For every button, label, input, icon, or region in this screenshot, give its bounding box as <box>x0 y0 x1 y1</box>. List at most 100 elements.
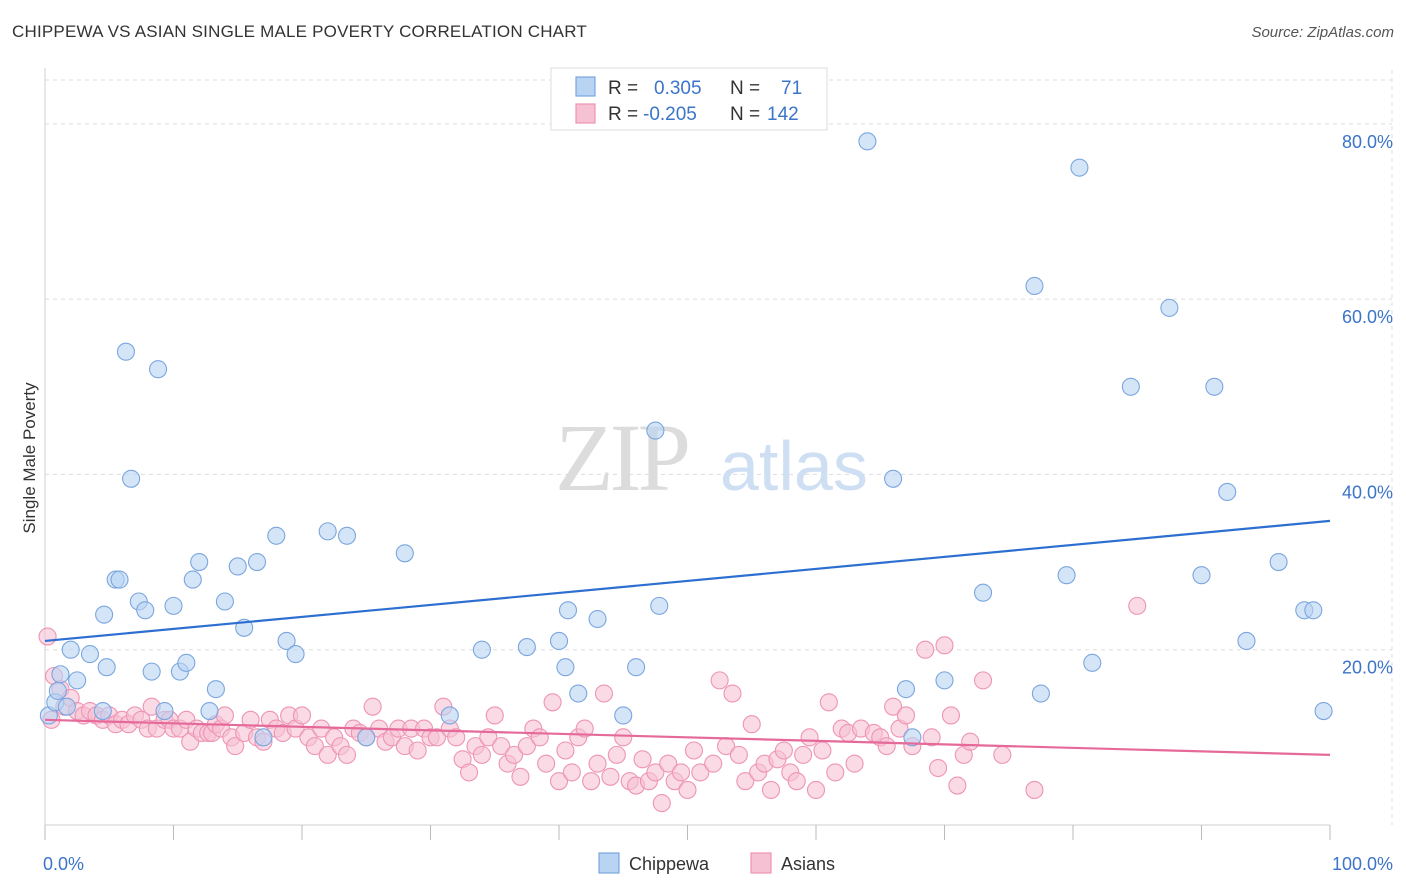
asians-point <box>774 741 793 760</box>
legend-n-value-asians: 142 <box>767 104 799 125</box>
chippewa-point <box>177 653 196 672</box>
chippewa-point <box>1121 377 1140 396</box>
legend-r-label-asians: R = <box>608 104 638 125</box>
chippewa-point <box>97 658 116 677</box>
asians-point <box>582 772 601 791</box>
asians-point <box>973 671 993 690</box>
x-tick-label: 0.0% <box>43 854 84 874</box>
chippewa-point <box>1031 684 1050 703</box>
chippewa-point <box>395 544 414 563</box>
asians-point <box>226 737 245 756</box>
asians-point <box>761 780 781 799</box>
y-tick-label: 40.0% <box>1342 482 1393 502</box>
chippewa-point <box>68 671 87 690</box>
chippewa-point <box>61 640 80 659</box>
chippewa-point <box>149 360 168 379</box>
watermark-zip: ZIP <box>555 404 688 511</box>
chippewa-point <box>57 697 76 716</box>
chippewa-point <box>896 680 916 699</box>
watermark: ZIP atlas <box>555 404 868 511</box>
chippewa-point <box>110 570 129 589</box>
asians-point <box>646 763 665 782</box>
chippewa-point <box>183 570 202 589</box>
chippewa-point <box>286 645 305 664</box>
watermark-atlas: atlas <box>720 427 868 505</box>
asians-point <box>537 754 556 773</box>
asians-point <box>575 719 594 738</box>
asians-point <box>935 636 954 655</box>
asians-point <box>794 745 813 764</box>
bottom-legend-label-chippewa: Chippewa <box>629 854 710 874</box>
asians-point <box>492 737 511 756</box>
asians-point <box>742 715 761 734</box>
chippewa-point <box>254 728 273 747</box>
chippewa-point <box>48 681 67 700</box>
chippewa-point <box>1025 276 1044 296</box>
asians-point <box>305 737 324 756</box>
chippewa-points <box>39 132 1333 747</box>
chippewa-point <box>1237 631 1256 650</box>
legend-swatch-asians <box>575 103 596 124</box>
asians-point <box>215 706 234 725</box>
asians-point <box>511 767 530 786</box>
asians-point <box>723 684 742 703</box>
asians-point <box>922 728 941 747</box>
chippewa-point <box>517 638 536 657</box>
x-tick-label: 100.0% <box>1332 854 1393 874</box>
bottom-legend-swatch-chippewa <box>598 852 620 874</box>
asians-point <box>704 754 723 773</box>
asians-point <box>916 640 935 659</box>
y-tick-label: 60.0% <box>1342 307 1393 327</box>
asians-point <box>948 776 967 795</box>
chippewa-point <box>247 553 267 572</box>
asians-point <box>672 763 691 782</box>
chippewa-point <box>1083 653 1102 672</box>
chippewa-point <box>1057 566 1076 585</box>
chippewa-point <box>1160 298 1179 317</box>
asians-point <box>961 732 980 751</box>
legend-n-label-asians: N = <box>730 104 760 125</box>
chippewa-point <box>337 526 357 545</box>
chippewa-point <box>627 658 646 677</box>
bottom-legend-label-asians: Asians <box>781 854 835 874</box>
legend-r-label-chippewa: R = <box>608 78 638 99</box>
asians-point <box>877 737 896 756</box>
asians-point <box>736 772 755 791</box>
asians-point <box>813 741 832 760</box>
asians-point <box>530 728 549 747</box>
asians-point <box>729 745 748 764</box>
x-tick-labels: 0.0% 100.0% <box>43 854 1393 874</box>
asians-point <box>38 627 57 646</box>
chippewa-point <box>142 662 161 681</box>
asians-point <box>543 693 562 712</box>
chippewa-point <box>884 469 903 488</box>
asians-point <box>485 706 504 725</box>
chippewa-point <box>200 702 219 721</box>
chippewa-point <box>190 553 209 572</box>
chippewa-point <box>569 684 588 703</box>
chippewa-point <box>1070 158 1089 177</box>
chippewa-point <box>155 702 174 721</box>
chippewa-point <box>646 421 665 440</box>
chippewa-point <box>215 592 234 611</box>
chippewa-point <box>116 342 136 361</box>
asians-point <box>684 741 703 760</box>
chippewa-point <box>556 658 575 677</box>
asians-point <box>549 772 569 791</box>
asians-point <box>459 763 479 782</box>
chippewa-point <box>93 702 112 721</box>
asians-point <box>633 750 652 769</box>
chippewa-point <box>1205 377 1224 396</box>
asians-point <box>337 745 357 764</box>
asians-point <box>652 794 671 813</box>
chart-title: CHIPPEWA VS ASIAN SINGLE MALE POVERTY CO… <box>12 22 587 41</box>
asians-point <box>678 780 697 799</box>
chippewa-point <box>1218 482 1237 501</box>
asians-point <box>819 693 838 712</box>
asians-point <box>941 706 960 725</box>
asians-point <box>607 745 626 764</box>
chippewa-point <box>206 680 225 699</box>
legend-n-value-chippewa: 71 <box>781 78 802 99</box>
chippewa-point <box>51 665 70 684</box>
axes <box>44 68 1331 840</box>
